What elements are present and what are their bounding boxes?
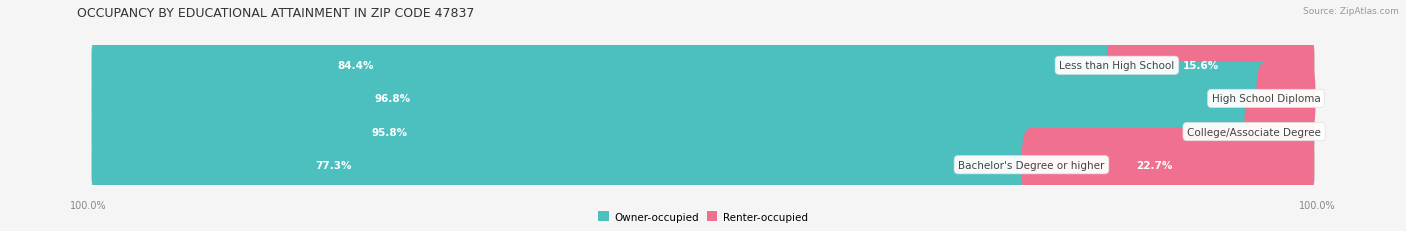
Text: Less than High School: Less than High School [1059,61,1174,71]
Text: 96.8%: 96.8% [374,94,411,104]
Text: 100.0%: 100.0% [1299,201,1336,211]
FancyBboxPatch shape [91,128,1040,202]
FancyBboxPatch shape [1244,95,1315,169]
Text: Source: ZipAtlas.com: Source: ZipAtlas.com [1303,7,1399,16]
Text: 95.8%: 95.8% [371,127,408,137]
Text: Bachelor's Degree or higher: Bachelor's Degree or higher [959,160,1105,170]
FancyBboxPatch shape [91,95,1315,169]
Text: 84.4%: 84.4% [337,61,374,71]
Text: 4.2%: 4.2% [1263,127,1291,137]
FancyBboxPatch shape [91,62,1275,136]
Text: 15.6%: 15.6% [1184,61,1219,71]
FancyBboxPatch shape [91,29,1315,103]
FancyBboxPatch shape [1257,62,1316,136]
Text: 22.7%: 22.7% [1136,160,1173,170]
FancyBboxPatch shape [91,95,1264,169]
Text: 3.3%: 3.3% [1270,94,1299,104]
Text: OCCUPANCY BY EDUCATIONAL ATTAINMENT IN ZIP CODE 47837: OCCUPANCY BY EDUCATIONAL ATTAINMENT IN Z… [77,7,475,20]
FancyBboxPatch shape [91,62,1315,136]
Text: 100.0%: 100.0% [70,201,107,211]
FancyBboxPatch shape [1108,29,1315,103]
FancyBboxPatch shape [91,29,1126,103]
Text: College/Associate Degree: College/Associate Degree [1187,127,1322,137]
FancyBboxPatch shape [91,128,1315,202]
Text: 77.3%: 77.3% [316,160,352,170]
Text: High School Diploma: High School Diploma [1212,94,1320,104]
FancyBboxPatch shape [1022,128,1315,202]
Legend: Owner-occupied, Renter-occupied: Owner-occupied, Renter-occupied [595,207,811,226]
